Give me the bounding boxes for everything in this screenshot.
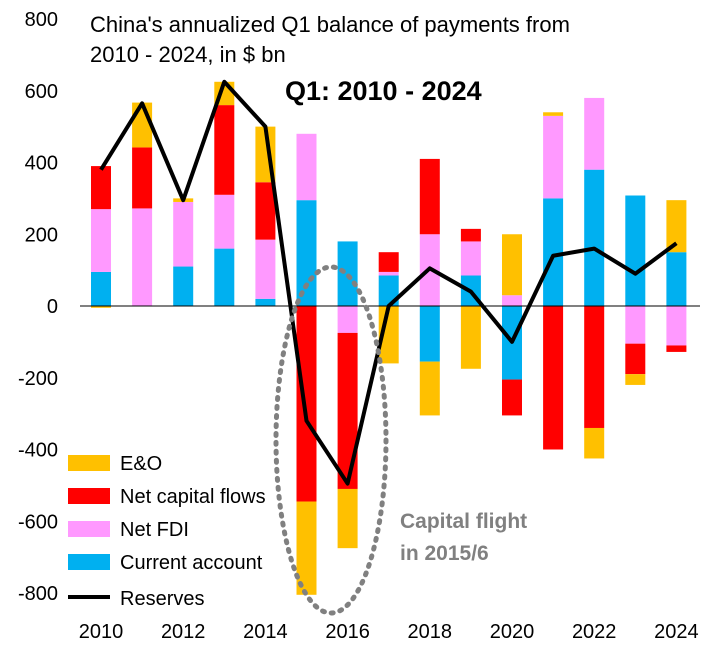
bar-series bbox=[91, 81, 687, 595]
bar-e-o-2023 bbox=[625, 374, 646, 385]
x-tick-label: 2014 bbox=[243, 621, 288, 643]
bar-net-fdi-2017 bbox=[378, 271, 399, 276]
bar-net-capital-flows-2024 bbox=[666, 345, 687, 352]
chart-title: China's annualized Q1 balance of payment… bbox=[90, 12, 570, 37]
capital-flight-ellipse bbox=[273, 264, 389, 616]
bar-current-account-2010 bbox=[91, 271, 111, 306]
legend-swatch-net-fdi bbox=[68, 521, 110, 537]
bar-net-fdi-2023 bbox=[625, 306, 646, 344]
bar-e-o-2021 bbox=[543, 112, 564, 116]
bar-net-fdi-2021 bbox=[543, 115, 564, 199]
y-tick-label: 400 bbox=[25, 153, 58, 175]
bar-net-fdi-2016 bbox=[337, 306, 358, 333]
bar-net-capital-flows-2014 bbox=[255, 182, 276, 240]
legend-label-eo: E&O bbox=[120, 453, 162, 475]
bar-net-fdi-2011 bbox=[132, 208, 153, 306]
legend-swatch-eo bbox=[68, 455, 110, 471]
reserves-line bbox=[99, 79, 678, 486]
bar-e-o-2022 bbox=[584, 427, 605, 459]
bar-net-fdi-2022 bbox=[584, 97, 605, 170]
x-tick-label: 2016 bbox=[325, 621, 370, 643]
bar-current-account-2018 bbox=[419, 306, 440, 362]
bar-e-o-2016 bbox=[337, 488, 358, 549]
x-tick-label: 2012 bbox=[161, 621, 206, 643]
y-tick-label: -600 bbox=[18, 511, 58, 533]
bar-current-account-2014 bbox=[255, 298, 276, 306]
legend-label-current-account: Current account bbox=[120, 552, 263, 574]
bar-net-fdi-2014 bbox=[255, 239, 276, 299]
y-axis-ticks: 800 600 400 200 0 -200 -400 -600 -800 bbox=[18, 9, 58, 605]
y-tick-label: -200 bbox=[18, 368, 58, 390]
annotation-line1: Capital flight bbox=[400, 510, 527, 533]
y-tick-label: -800 bbox=[18, 583, 58, 605]
legend-label-net-capital-flows: Net capital flows bbox=[120, 486, 266, 508]
bar-net-capital-flows-2011 bbox=[132, 147, 153, 209]
bar-net-capital-flows-2023 bbox=[625, 343, 646, 375]
bar-net-capital-flows-2018 bbox=[419, 158, 440, 235]
bar-current-account-2013 bbox=[214, 248, 235, 306]
bar-net-fdi-2015 bbox=[296, 133, 317, 201]
bar-current-account-2024 bbox=[666, 252, 687, 306]
bar-net-capital-flows-2021 bbox=[543, 306, 564, 450]
y-tick-label: 800 bbox=[25, 9, 58, 31]
legend-swatch-net-capital-flows bbox=[68, 488, 110, 504]
bar-net-capital-flows-2019 bbox=[460, 228, 481, 242]
bar-current-account-2017 bbox=[378, 275, 399, 306]
bar-current-account-2021 bbox=[543, 198, 564, 306]
bar-e-o-2015 bbox=[296, 501, 317, 595]
y-tick-label: 0 bbox=[47, 296, 58, 318]
annotation-line2: in 2015/6 bbox=[400, 542, 489, 565]
bar-e-o-2024 bbox=[666, 200, 687, 253]
bar-current-account-2023 bbox=[625, 195, 646, 306]
bar-net-capital-flows-2017 bbox=[378, 252, 399, 272]
bar-net-fdi-2024 bbox=[666, 306, 687, 346]
bar-net-fdi-2019 bbox=[460, 241, 481, 276]
chart-title-line2: 2010 - 2024, in $ bn bbox=[90, 42, 286, 67]
bar-net-fdi-2012 bbox=[173, 201, 194, 267]
bar-net-capital-flows-2022 bbox=[584, 306, 605, 428]
x-tick-label: 2020 bbox=[490, 621, 535, 643]
x-tick-label: 2018 bbox=[408, 621, 453, 643]
y-tick-label: -400 bbox=[18, 440, 58, 462]
x-tick-label: 2022 bbox=[572, 621, 617, 643]
bar-current-account-2015 bbox=[296, 200, 317, 306]
bar-net-capital-flows-2013 bbox=[214, 105, 235, 195]
bar-e-o-2011 bbox=[132, 102, 153, 148]
y-tick-label: 200 bbox=[25, 224, 58, 246]
bar-current-account-2016 bbox=[337, 241, 358, 306]
bar-net-fdi-2020 bbox=[502, 295, 522, 306]
y-tick-label: 600 bbox=[25, 81, 58, 103]
x-tick-label: 2010 bbox=[79, 621, 124, 643]
legend: E&O Net capital flows Net FDI Current ac… bbox=[68, 453, 266, 610]
x-axis-ticks: 2010 2012 2014 2016 2018 2020 2022 2024 bbox=[79, 621, 699, 643]
legend-label-net-fdi: Net FDI bbox=[120, 519, 189, 541]
bar-net-capital-flows-2010 bbox=[91, 166, 111, 210]
x-tick-label: 2024 bbox=[654, 621, 699, 643]
legend-label-reserves: Reserves bbox=[120, 588, 204, 610]
bar-net-capital-flows-2015 bbox=[296, 306, 317, 502]
bar-net-capital-flows-2016 bbox=[337, 332, 358, 489]
bar-current-account-2022 bbox=[584, 169, 605, 306]
bar-e-o-2010 bbox=[91, 306, 111, 308]
bar-e-o-2019 bbox=[460, 306, 481, 369]
bar-current-account-2012 bbox=[173, 266, 194, 306]
bar-e-o-2018 bbox=[419, 361, 440, 416]
chart-subtitle: Q1: 2010 - 2024 bbox=[285, 76, 482, 106]
bar-net-capital-flows-2020 bbox=[502, 379, 522, 416]
bar-net-fdi-2010 bbox=[91, 209, 111, 272]
bar-net-fdi-2013 bbox=[214, 194, 235, 249]
bar-e-o-2020 bbox=[502, 234, 522, 296]
legend-swatch-current-account bbox=[68, 554, 110, 570]
